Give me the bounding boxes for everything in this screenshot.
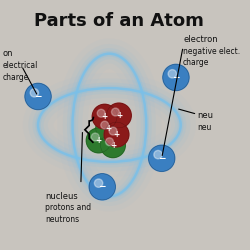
- Circle shape: [97, 109, 105, 117]
- Text: +: +: [114, 130, 120, 139]
- Circle shape: [94, 179, 103, 187]
- Circle shape: [30, 88, 38, 97]
- Circle shape: [168, 70, 176, 78]
- Text: neu: neu: [197, 111, 213, 120]
- Text: neutrons: neutrons: [45, 215, 79, 224]
- Text: −: −: [34, 92, 42, 101]
- Text: negative elect.: negative elect.: [183, 46, 240, 56]
- Circle shape: [154, 150, 162, 159]
- Text: −: −: [158, 154, 166, 163]
- Circle shape: [101, 121, 109, 129]
- Circle shape: [96, 116, 120, 141]
- Circle shape: [25, 84, 51, 110]
- Circle shape: [112, 108, 120, 116]
- Text: −: −: [172, 73, 180, 82]
- Circle shape: [106, 138, 114, 146]
- Text: electrical: electrical: [2, 61, 38, 70]
- Text: charge: charge: [2, 73, 29, 82]
- Circle shape: [89, 174, 115, 200]
- Text: electron: electron: [183, 35, 218, 44]
- Circle shape: [106, 103, 131, 128]
- Text: charge: charge: [183, 58, 210, 68]
- Circle shape: [91, 133, 99, 141]
- Text: protons and: protons and: [45, 204, 91, 212]
- Text: Parts of an Atom: Parts of an Atom: [34, 12, 204, 30]
- Text: −: −: [98, 182, 106, 191]
- Circle shape: [100, 133, 125, 158]
- Circle shape: [109, 127, 117, 135]
- Circle shape: [163, 64, 189, 90]
- Text: +: +: [102, 112, 108, 121]
- Text: nucleus: nucleus: [45, 192, 78, 200]
- Circle shape: [92, 104, 117, 129]
- Circle shape: [104, 122, 129, 147]
- Text: +: +: [105, 124, 111, 133]
- Text: +: +: [110, 141, 116, 150]
- Text: on: on: [2, 49, 13, 58]
- Circle shape: [148, 145, 175, 171]
- Text: neu: neu: [197, 122, 212, 132]
- Text: +: +: [116, 111, 122, 120]
- Text: +: +: [96, 136, 102, 145]
- Circle shape: [86, 128, 111, 153]
